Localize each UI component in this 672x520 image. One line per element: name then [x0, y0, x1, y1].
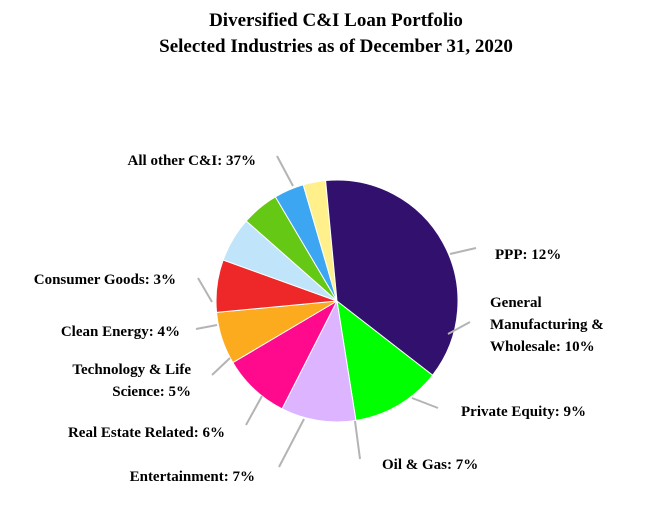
leader-line-consumer-goods	[197, 277, 213, 303]
pie-slice-ppp	[336, 299, 434, 422]
slice-label-ppp: PPP: 12%	[495, 247, 561, 263]
chart-title-block: Diversified C&I Loan Portfolio Selected …	[0, 8, 672, 60]
slice-label-all-other-candi: All other C&I: 37%	[128, 153, 256, 169]
chart-title: Diversified C&I Loan Portfolio	[209, 10, 463, 31]
leader-line-technology-and-life-science	[211, 357, 231, 376]
leader-line-all-other-candi	[276, 155, 294, 187]
chart-subtitle: Selected Industries as of December 31, 2…	[159, 36, 513, 57]
leader-line-entertainment	[278, 418, 305, 468]
leader-line-clean-energy	[195, 324, 218, 330]
slice-label-clean-energy: Clean Energy: 4%	[61, 324, 180, 340]
leader-line-oil-and-gas	[354, 420, 361, 460]
slice-label-real-estate-related: Real Estate Related: 6%	[68, 425, 225, 441]
leader-line-general-manufacturing-and-wholesale	[447, 321, 471, 335]
slice-label-oil-and-gas: Oil & Gas: 7%	[382, 457, 478, 473]
slice-label-consumer-goods: Consumer Goods: 3%	[34, 272, 176, 288]
slice-label-general-manufacturing-and-wholesale: General Manufacturing & Wholesale: 10%	[490, 295, 604, 355]
pie-slice-general-manufacturing-and-wholesale	[281, 299, 357, 423]
leader-line-ppp	[449, 247, 477, 255]
leader-line-real-estate-related	[245, 395, 263, 426]
slice-label-entertainment: Entertainment: 7%	[130, 469, 255, 485]
slice-label-technology-and-life-science: Technology & Life Science: 5%	[72, 362, 191, 400]
leader-line-private-equity	[411, 397, 439, 409]
slice-label-private-equity: Private Equity: 9%	[461, 404, 586, 420]
pie-slice-all-other-candi	[325, 179, 459, 376]
